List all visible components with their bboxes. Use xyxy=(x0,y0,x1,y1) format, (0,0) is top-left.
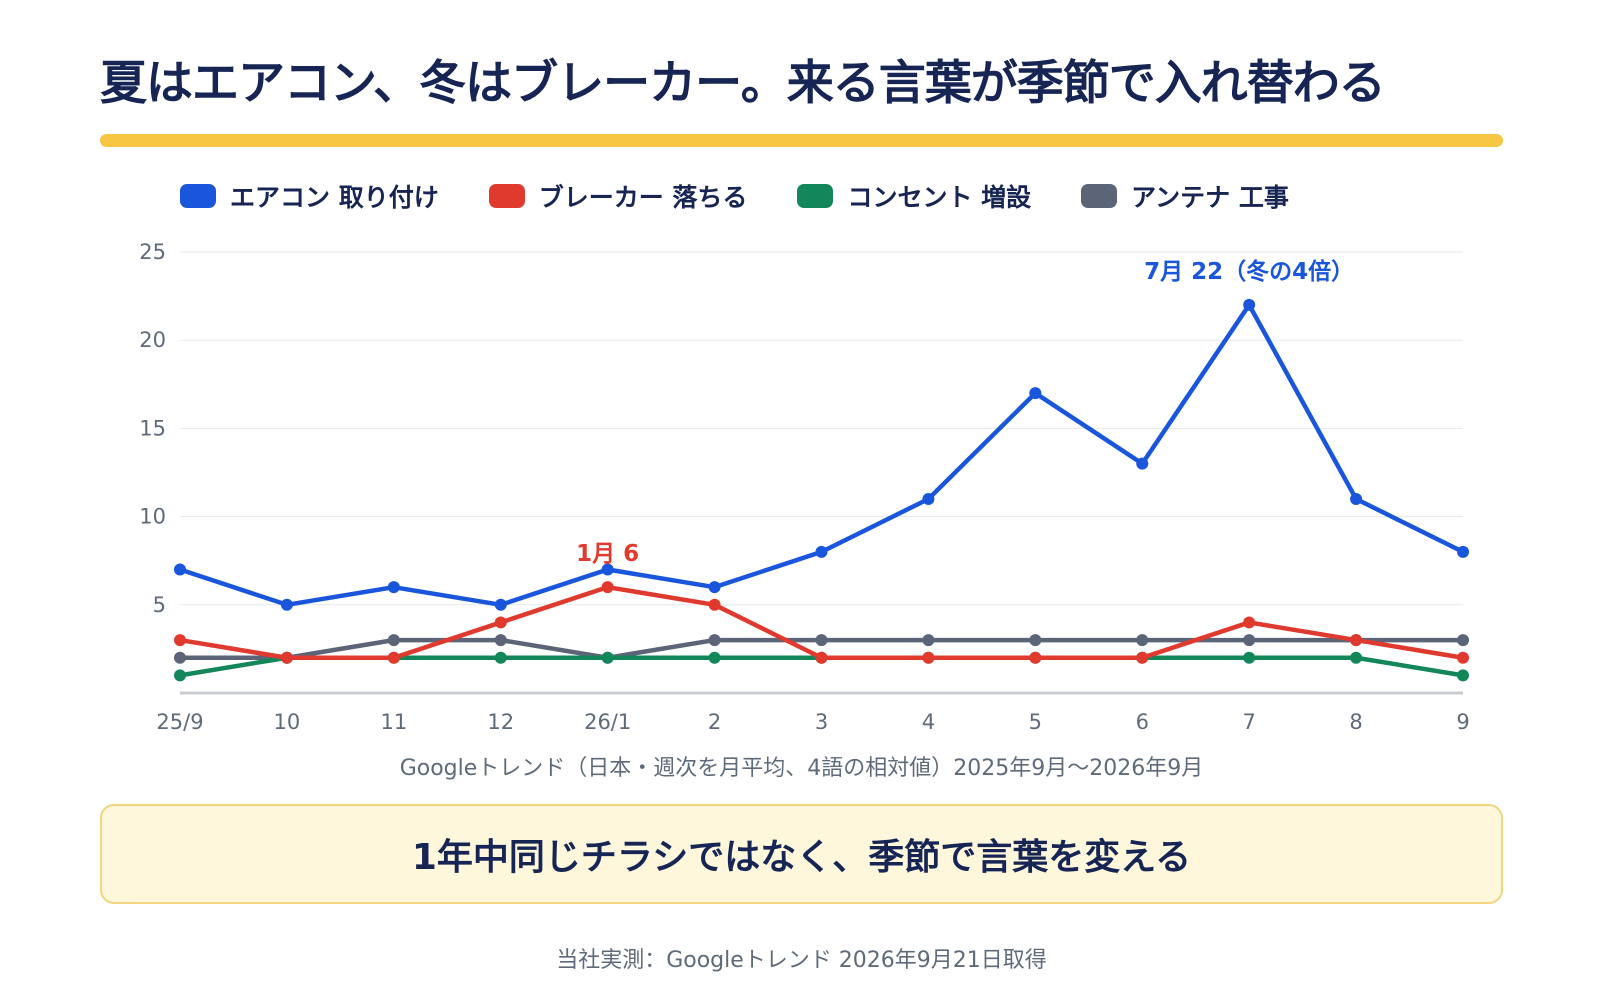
data-point xyxy=(1243,298,1256,311)
x-tick-label: 8 xyxy=(1349,710,1362,734)
data-point xyxy=(601,581,614,594)
legend-item: コンセント 増設 xyxy=(797,178,1031,214)
legend-label: ブレーカー 落ちる xyxy=(538,183,748,212)
x-tick-label: 25/9 xyxy=(156,710,203,734)
data-point xyxy=(1457,669,1469,682)
legend-swatch xyxy=(1081,184,1118,208)
legend-label: エアコン 取り付け xyxy=(230,183,439,212)
data-point xyxy=(922,651,935,664)
data-point xyxy=(494,616,507,629)
source-note: 当社実測：Googleトレンド 2026年9月21日取得 xyxy=(556,948,1047,973)
data-point xyxy=(1029,651,1042,664)
callout-box: 1年中同じチラシではなく、季節で言葉を変える xyxy=(100,804,1503,904)
x-tick-label: 12 xyxy=(487,710,514,734)
data-point xyxy=(815,634,828,647)
page-title: 夏はエアコン、冬はブレーカー。来る言葉が季節で入れ替わる xyxy=(100,56,1386,111)
x-tick-label: 2 xyxy=(708,710,721,734)
data-point xyxy=(1136,457,1149,470)
chart-caption: Googleトレンド（日本・週次を月平均、4語の相対値）2025年9月〜2026… xyxy=(399,756,1204,781)
data-point xyxy=(922,634,935,647)
y-tick-label: 20 xyxy=(139,328,166,352)
data-point xyxy=(280,651,293,664)
data-point xyxy=(387,581,400,594)
data-point xyxy=(387,651,400,664)
x-tick-label: 5 xyxy=(1029,710,1042,734)
series-line xyxy=(177,584,1466,660)
title-underline xyxy=(100,134,1503,147)
data-point xyxy=(1243,616,1256,629)
data-point xyxy=(174,634,186,647)
data-point xyxy=(1457,651,1469,664)
chart-annotation: 1月 6 xyxy=(576,541,639,567)
legend-swatch xyxy=(797,184,834,208)
data-point xyxy=(708,651,721,664)
data-point xyxy=(815,545,828,558)
legend-label: コンセント 増設 xyxy=(847,183,1032,212)
legend-swatch xyxy=(488,184,525,208)
legend-item: エアコン 取り付け xyxy=(180,178,439,214)
data-point xyxy=(708,598,721,611)
data-point xyxy=(174,651,186,664)
y-tick-label: 5 xyxy=(153,593,166,617)
x-tick-label: 3 xyxy=(815,710,828,734)
data-point xyxy=(1350,651,1363,664)
line-chart: 5 10 15 20 25 25/9 10 11 12 26/1 2 3 4 5 6 7 8 9 1月 6 7月 22… xyxy=(139,240,1469,734)
data-point xyxy=(1457,634,1469,647)
chart-annotation: 7月 22（冬の4倍） xyxy=(1144,258,1354,285)
x-tick-label: 26/1 xyxy=(584,710,631,734)
x-tick-label: 11 xyxy=(380,710,407,734)
data-point xyxy=(174,563,186,576)
data-point xyxy=(922,492,935,505)
data-point xyxy=(174,669,186,682)
x-tick-label: 10 xyxy=(274,710,301,734)
legend-item: ブレーカー 落ちる xyxy=(488,178,748,214)
data-point xyxy=(815,651,828,664)
data-point xyxy=(1136,634,1149,647)
data-point xyxy=(280,598,293,611)
data-point xyxy=(1243,634,1256,647)
data-point xyxy=(601,651,614,664)
x-tick-label: 9 xyxy=(1456,710,1469,734)
data-point xyxy=(1457,545,1469,558)
data-point xyxy=(1350,492,1363,505)
data-point xyxy=(494,651,507,664)
data-point xyxy=(1029,387,1042,400)
legend-label: アンテナ 工事 xyxy=(1131,183,1289,212)
chart-legend: エアコン 取り付け ブレーカー 落ちる コンセント 増設 アンテナ 工事 xyxy=(180,178,1339,214)
data-point xyxy=(1136,651,1149,664)
legend-item: アンテナ 工事 xyxy=(1081,178,1289,214)
x-tick-label: 6 xyxy=(1136,710,1149,734)
x-tick-label: 7 xyxy=(1242,710,1255,734)
y-tick-label: 15 xyxy=(139,416,166,440)
x-tick-label: 4 xyxy=(922,710,935,734)
data-point xyxy=(494,634,507,647)
legend-swatch xyxy=(180,184,216,208)
data-point xyxy=(708,634,721,647)
data-point xyxy=(387,634,400,647)
data-point xyxy=(1243,651,1256,664)
data-point xyxy=(1029,634,1042,647)
data-point xyxy=(494,598,507,611)
series-line xyxy=(177,302,1466,608)
y-tick-label: 25 xyxy=(139,240,166,264)
data-point xyxy=(601,563,614,576)
callout-text: 1年中同じチラシではなく、季節で言葉を変える xyxy=(411,837,1192,878)
data-point xyxy=(1350,634,1363,647)
data-point xyxy=(708,581,721,594)
y-tick-label: 10 xyxy=(139,505,166,529)
